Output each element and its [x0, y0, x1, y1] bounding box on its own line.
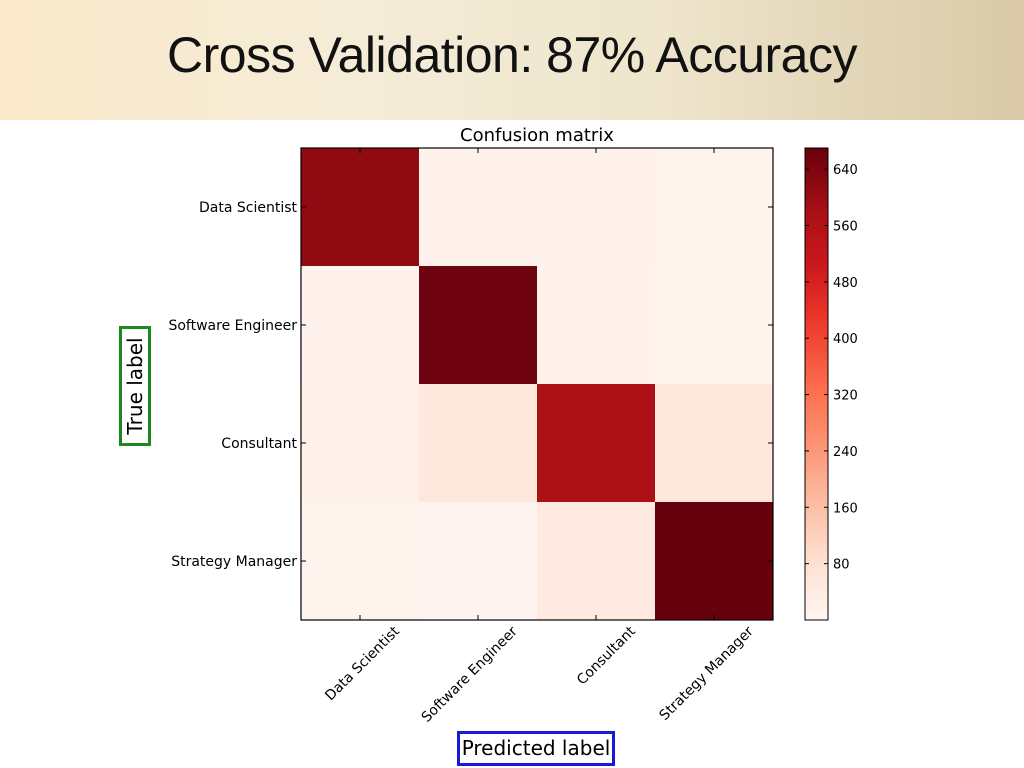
matrix-cell	[655, 266, 774, 385]
matrix-cell	[301, 502, 420, 621]
matrix-cell	[655, 384, 774, 503]
matrix-cell	[301, 266, 420, 385]
colorbar-tick-label: 320	[833, 389, 858, 404]
slide-title: Cross Validation: 87% Accuracy	[167, 27, 857, 83]
x-tick-label: Strategy Manager	[657, 623, 757, 723]
matrix-cell	[419, 502, 538, 621]
title-bar	[0, 0, 1024, 120]
y-axis-label: True label	[123, 337, 147, 435]
matrix-cell	[537, 502, 656, 621]
colorbar	[804, 147, 829, 621]
colorbar-tick-label: 480	[833, 276, 858, 291]
matrix-cell	[419, 384, 538, 503]
y-tick-label: Consultant	[221, 436, 297, 452]
matrix-cell	[419, 148, 538, 267]
colorbar-tick-label: 400	[833, 332, 858, 347]
y-tick-label: Data Scientist	[199, 200, 298, 216]
colorbar-tick-label: 240	[833, 445, 858, 460]
x-axis-label: Predicted label	[461, 736, 611, 760]
matrix-cell	[537, 266, 656, 385]
matrix-cell	[419, 266, 538, 385]
colorbar-tick-label: 640	[833, 163, 858, 178]
true-label-highlight-box	[119, 326, 151, 446]
x-tick-label: Data Scientist	[322, 623, 403, 704]
colorbar-tick-label: 160	[833, 501, 858, 516]
colorbar-tick-label: 560	[833, 219, 858, 234]
y-tick-label: Strategy Manager	[171, 554, 297, 570]
x-tick-label: Software Engineer	[419, 623, 521, 725]
matrix-cell	[537, 384, 656, 503]
colorbar-tick-label: 80	[833, 558, 850, 573]
matrix-cell	[537, 148, 656, 267]
matrix-cell	[301, 148, 420, 267]
plot-frame	[300, 147, 774, 621]
x-tick-label: Consultant	[574, 623, 639, 688]
matrix-cell	[301, 384, 420, 503]
matrix-cell	[655, 502, 774, 621]
predicted-label-highlight-box	[457, 731, 615, 766]
y-tick-label: Software Engineer	[168, 318, 297, 334]
matrix-cell	[655, 148, 774, 267]
chart-title: Confusion matrix	[460, 125, 614, 146]
